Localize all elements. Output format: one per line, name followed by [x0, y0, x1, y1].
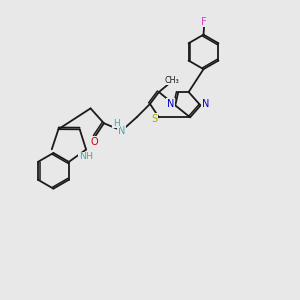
Text: H: H [113, 119, 120, 128]
Text: O: O [91, 137, 98, 147]
Text: NH: NH [79, 152, 93, 161]
Text: N: N [118, 126, 125, 136]
Text: N: N [202, 99, 209, 109]
Text: F: F [201, 16, 207, 27]
Text: CH₃: CH₃ [164, 76, 179, 85]
Text: N: N [167, 99, 174, 109]
Text: S: S [151, 114, 157, 124]
